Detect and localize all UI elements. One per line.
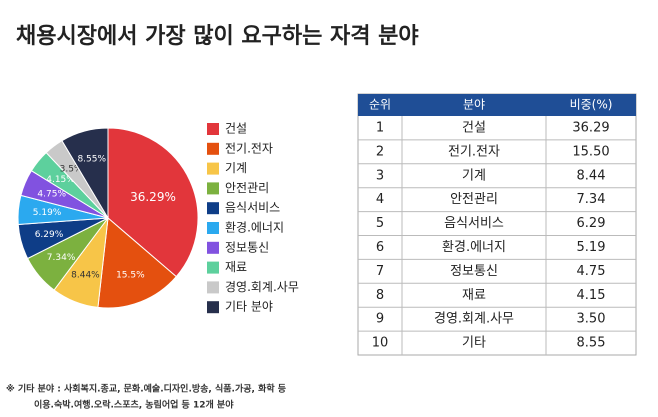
legend-label: 경영.회계.사무 [225, 280, 299, 294]
slice-label: 36.29% [130, 190, 176, 204]
slice-label: 8.55% [77, 154, 106, 164]
legend-swatch [207, 202, 219, 215]
table-cell: 재료 [462, 288, 486, 303]
legend-swatch [207, 162, 219, 175]
legend-swatch [207, 123, 219, 135]
slice-label: 5.19% [33, 208, 62, 218]
table-cell: 6 [376, 240, 384, 255]
legend-swatch [207, 182, 219, 195]
legend-label: 재료 [225, 260, 247, 274]
legend-label: 기타 분야 [225, 300, 273, 314]
legend-label: 건설 [225, 122, 247, 136]
table-header-cell: 순위 [369, 98, 391, 112]
table-cell: 기계 [462, 168, 486, 183]
table-cell: 3 [376, 168, 384, 183]
table-cell: 5 [376, 216, 384, 231]
table-cell: 기타 [462, 336, 486, 351]
legend-swatch [207, 301, 219, 314]
table-cell: 1 [376, 120, 384, 135]
table-cell: 36.29 [572, 120, 609, 135]
table-cell: 음식서비스 [444, 216, 504, 231]
table-cell: 7.34 [577, 192, 606, 207]
legend-swatch [207, 281, 219, 294]
table-header-cell: 분야 [463, 98, 485, 112]
table-cell: 정보통신 [450, 264, 498, 279]
legend-swatch [207, 222, 219, 234]
slice-label: 6.29% [35, 230, 64, 240]
legend-label: 음식서비스 [225, 201, 280, 215]
slice-label: 3.5% [60, 165, 83, 175]
table-cell: 15.50 [572, 144, 609, 159]
table-cell: 4.15 [577, 288, 606, 303]
pie-slice [61, 127, 109, 220]
table-cell: 경영.회계.사무 [434, 312, 514, 327]
table-cell: 4 [376, 192, 384, 207]
legend-label: 환경.에너지 [225, 221, 284, 235]
table-cell: 전기.전자 [448, 144, 500, 159]
table-cell: 2 [376, 144, 384, 159]
slice-label: 7.34% [47, 253, 76, 263]
table-cell: 6.29 [577, 216, 606, 231]
table-cell: 9 [376, 312, 384, 327]
table-cell: 안전관리 [450, 192, 498, 207]
legend-label: 기계 [225, 161, 247, 175]
table-cell: 7 [376, 264, 384, 279]
slice-label: 4.75% [37, 189, 66, 199]
table-header [358, 94, 636, 116]
legend-label: 전기.전자 [225, 141, 273, 155]
table-cell: 환경.에너지 [442, 240, 506, 255]
slice-label: 4.15% [46, 175, 75, 185]
table-cell: 8 [376, 288, 384, 303]
legend-swatch [207, 261, 219, 274]
legend-swatch [207, 142, 219, 155]
pie-slice [97, 217, 177, 309]
slice-label: 8.44% [71, 270, 100, 280]
legend-label: 안전관리 [225, 181, 269, 195]
table-cell: 5.19 [577, 240, 606, 255]
table-cell: 10 [372, 336, 389, 351]
table-frame [357, 93, 637, 356]
table-header-cell: 비중(%) [570, 98, 613, 112]
footnote: 이용.숙박.여행.오락.스포츠, 농림어업 등 12개 분야 [34, 399, 234, 411]
slice-label: 15.5% [116, 270, 145, 280]
footnote: ※ 기타 분야 : 사회복지.종교, 문화.예술.디자인.방송, 식품.가공, … [6, 383, 286, 395]
table-cell: 8.44 [577, 168, 606, 183]
pie-slice [107, 127, 199, 278]
table-cell: 건설 [462, 120, 486, 135]
legend-label: 정보통신 [225, 240, 269, 254]
table-cell: 3.50 [577, 312, 606, 327]
table-cell: 4.75 [577, 264, 606, 279]
legend-swatch [207, 241, 219, 254]
chart-title: 채용시장에서 가장 많이 요구하는 자격 분야 [16, 24, 419, 49]
table-cell: 8.55 [577, 336, 606, 351]
